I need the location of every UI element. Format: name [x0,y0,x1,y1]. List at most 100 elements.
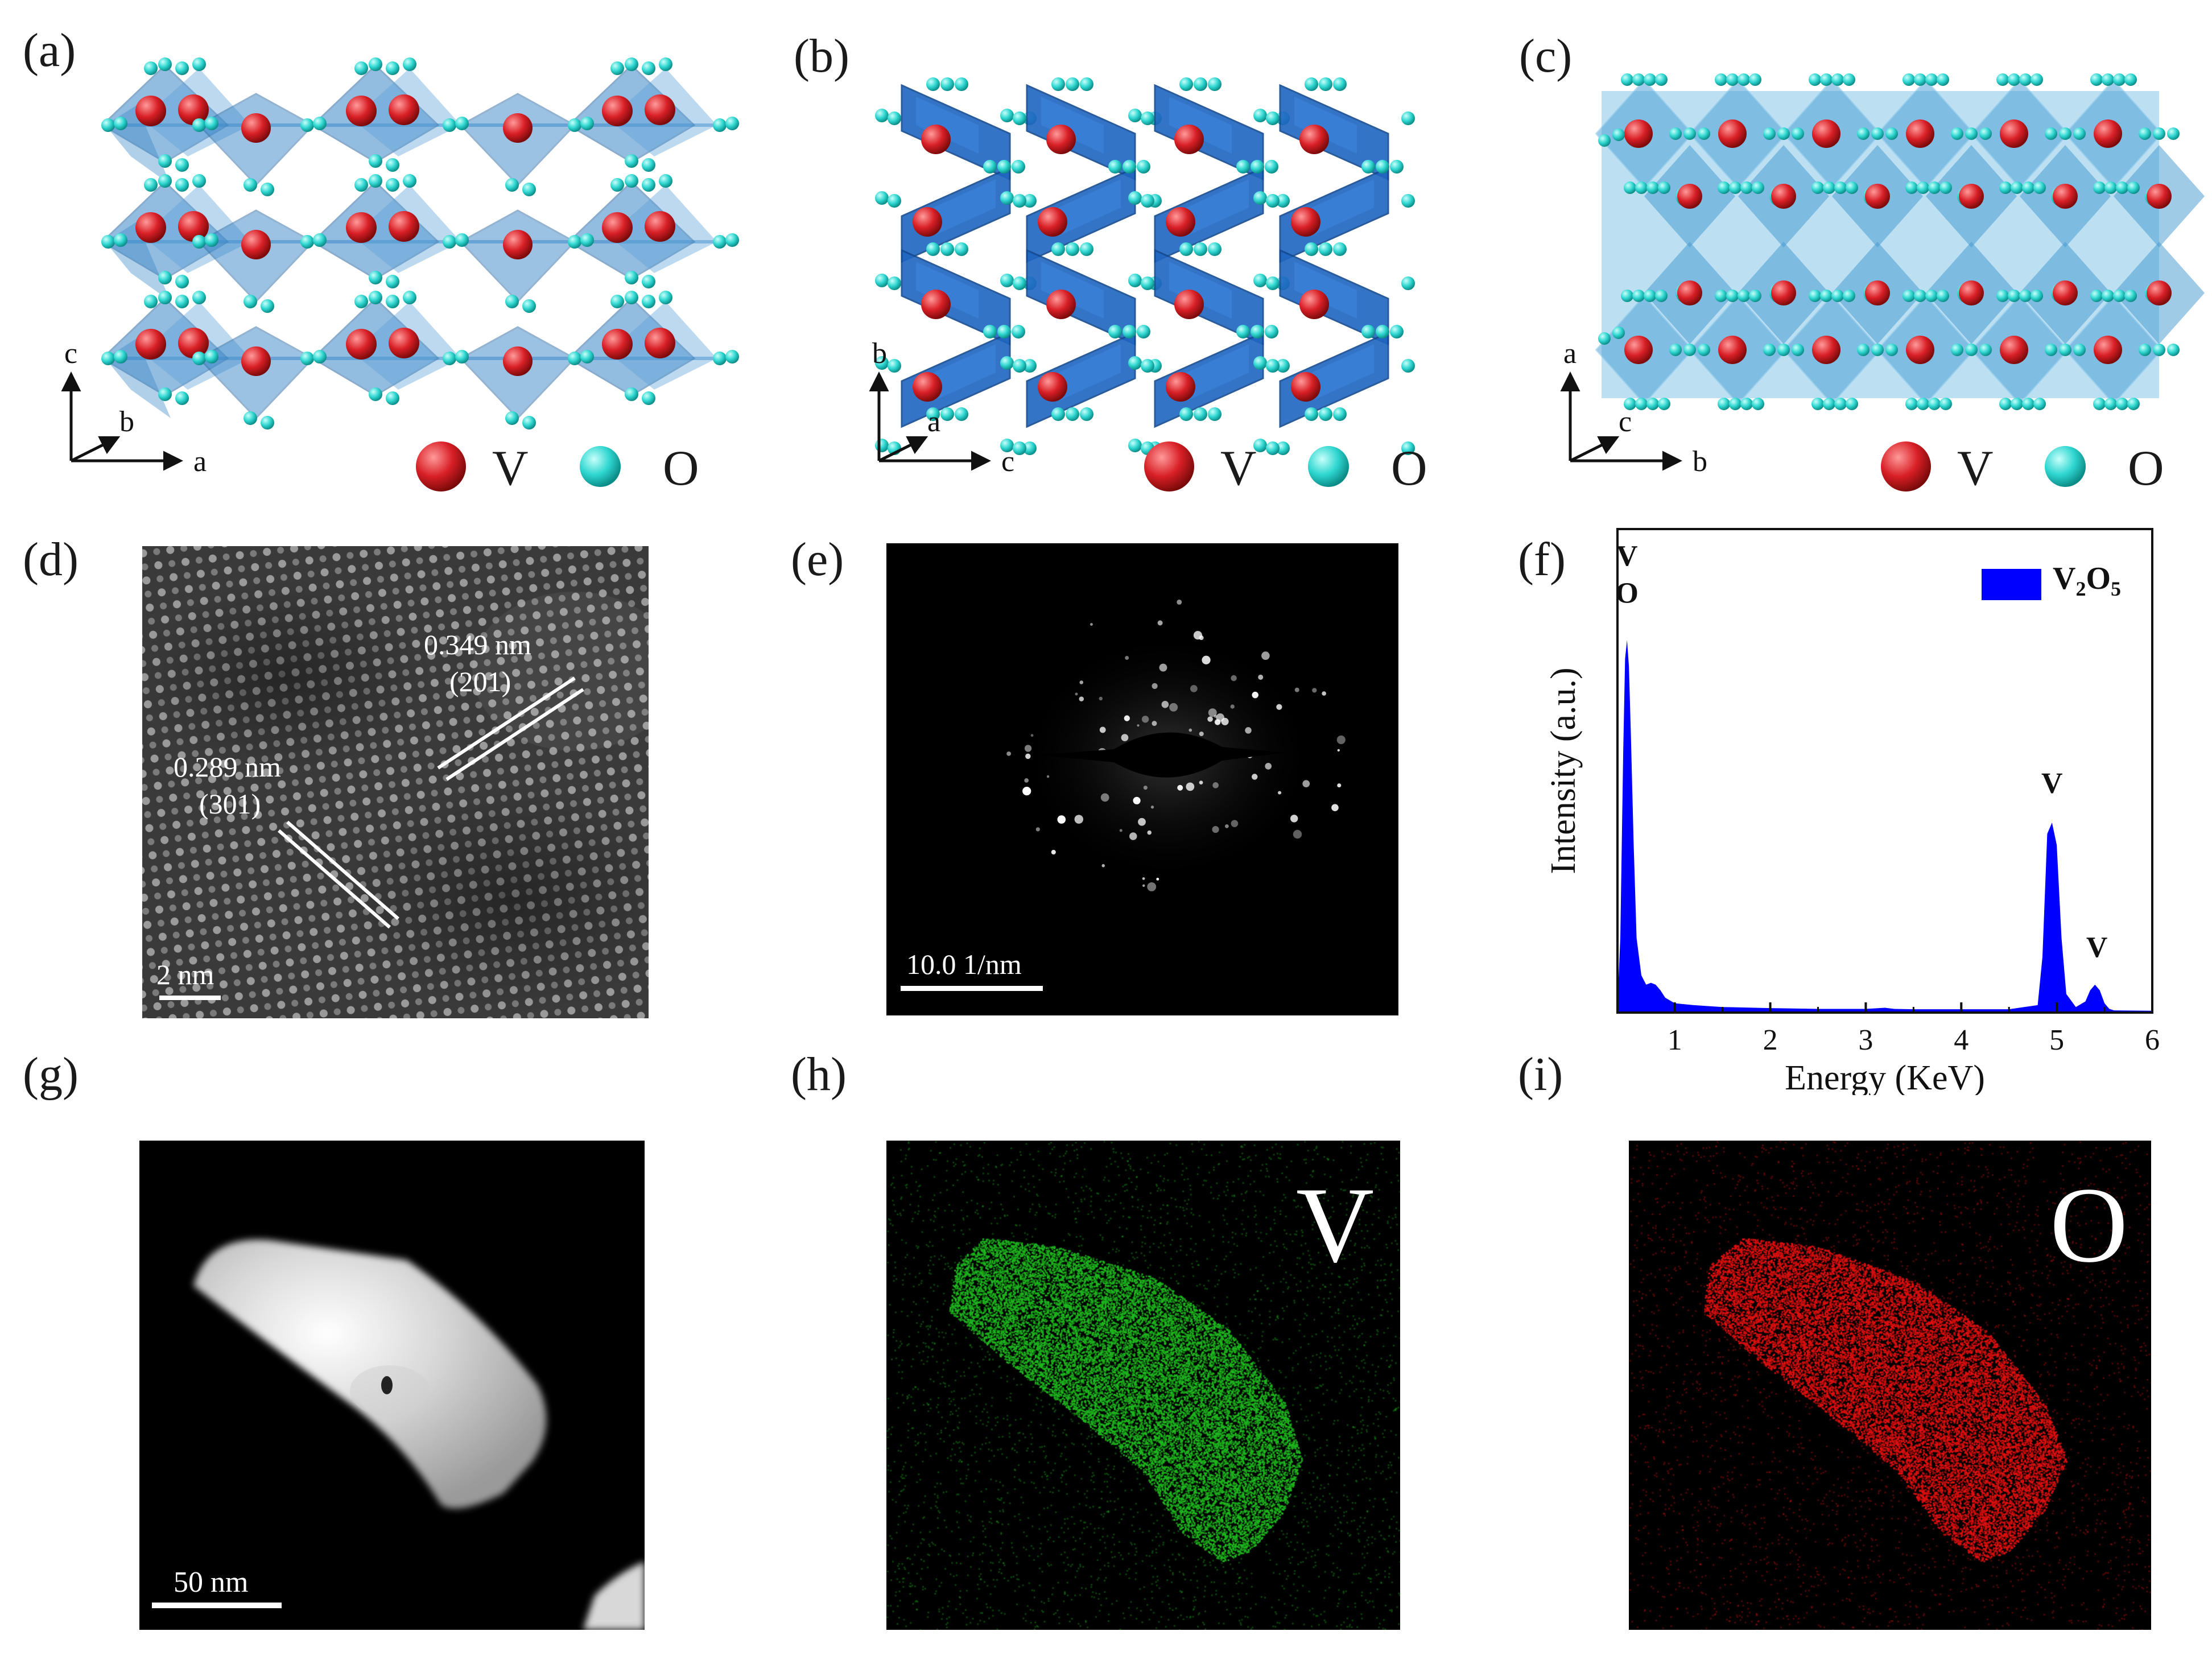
oxygen-atom [443,235,456,249]
oxygen-atom [1843,290,1855,302]
oxygen-atom [659,174,672,188]
oxygen-atom [1885,127,1898,140]
oxygen-atom [610,61,624,75]
oxygen-atom [1655,290,1668,302]
oxygen-atom [175,178,189,192]
vanadium-atom [1718,119,1747,148]
axis-label-depth: c [1619,406,1632,438]
legend-label: V2O5 [2053,561,2121,600]
oxygen-atom [1965,127,1978,140]
oxygen-atom [205,350,218,364]
oxygen-atom [888,359,901,373]
o-map-image: O [1629,1141,2151,1630]
oxygen-atom [1925,73,1938,86]
vanadium-atom [178,211,209,242]
oxygen-atom [354,295,368,308]
oxygen-atom [1305,242,1318,256]
panel-label-e: (e) [791,533,844,586]
axis-label-horizontal: b [1693,445,1707,478]
vanadium-atom [135,96,166,126]
oxygen-atom [1253,356,1267,370]
oxygen-atom [2022,398,2034,410]
oxygen-atom [354,178,368,192]
vanadium-atom [1166,207,1195,237]
oxygen-atom [1401,441,1415,455]
oxygen-atom [369,57,382,71]
oxygen-atom [158,174,172,188]
oxygen-atom [1012,325,1025,338]
legend-oxygen-label: O [2128,441,2164,496]
oxygen-atom [2153,344,2165,356]
vanadium-atom [921,290,951,319]
legend-oxygen-swatch [580,446,621,487]
oxygen-atom [625,291,638,304]
oxygen-atom [580,350,594,364]
vanadium-atom [1865,184,1890,209]
vanadium-atom [921,125,951,154]
oxygen-atom [192,118,206,132]
oxygen-atom [1265,325,1278,338]
polyhedra-column [1253,77,1415,455]
panel-label-f: (f) [1518,533,1566,586]
legend-oxygen-label: O [663,441,699,496]
vanadium-atom [1038,372,1067,402]
oxygen-atom [610,178,624,192]
vanadium-atom [1812,119,1840,148]
oxygen-atom [940,407,954,421]
oxygen-atom [1179,242,1193,256]
oxygen-atom [101,352,115,365]
axis-label-horizontal: a [193,445,207,478]
oxygen-atom [1013,441,1026,455]
x-tick-label: 1 [1668,1024,1682,1056]
oxygen-atom [1658,181,1670,194]
oxygen-atom [2113,73,2126,86]
oxygen-atom [1831,290,1844,302]
vanadium-atom [1046,125,1076,154]
oxygen-atom [1376,325,1389,338]
legend-vanadium-swatch [416,441,466,492]
vanadium-atom [1291,207,1320,237]
oxygen-atom [1598,332,1611,345]
oxygen-atom [192,352,206,365]
oxygen-atom [522,183,536,196]
oxygen-atom [568,118,581,132]
oxygen-atom [610,295,624,308]
oxygen-atom [642,391,655,405]
polyhedra-layer [101,174,739,313]
hrtem-plane1: (201) [449,666,511,697]
oxygen-atom [175,275,189,288]
oxygen-atom [926,77,940,91]
oxygen-atom [1080,242,1093,256]
oxygen-atom [205,117,218,130]
oxygen-atom [1683,344,1696,356]
oxygen-atom [1137,160,1150,174]
vanadium-atom [1046,290,1076,319]
x-axis-label: Energy (KeV) [1785,1059,1985,1095]
vanadium-atom [241,346,271,376]
x-tick-label: 5 [2049,1024,2064,1056]
vanadium-atom [1771,184,1796,209]
vanadium-atom [2000,119,2028,148]
oxygen-atom [1266,441,1280,455]
legend-oxygen-swatch [1308,446,1349,487]
oxygen-atom [1141,111,1154,125]
vanadium-atom [346,329,377,360]
oxygen-atom [1965,344,1978,356]
oxygen-atom [1236,160,1250,174]
oxygen-atom [505,411,519,425]
oxygen-atom [1000,274,1014,287]
oxygen-atom [2008,73,2020,86]
oxygen-atom [354,61,368,75]
oxygen-atom [1792,127,1804,140]
oxygen-atom [403,174,416,188]
axis-indicator: b c a [869,337,1014,478]
oxygen-atom [2059,127,2071,140]
vanadium-atom [645,94,675,125]
oxygen-atom [114,350,127,364]
oxygen-atom [1914,73,1926,86]
oxygen-atom [1128,439,1142,452]
oxygen-atom [1612,327,1625,339]
